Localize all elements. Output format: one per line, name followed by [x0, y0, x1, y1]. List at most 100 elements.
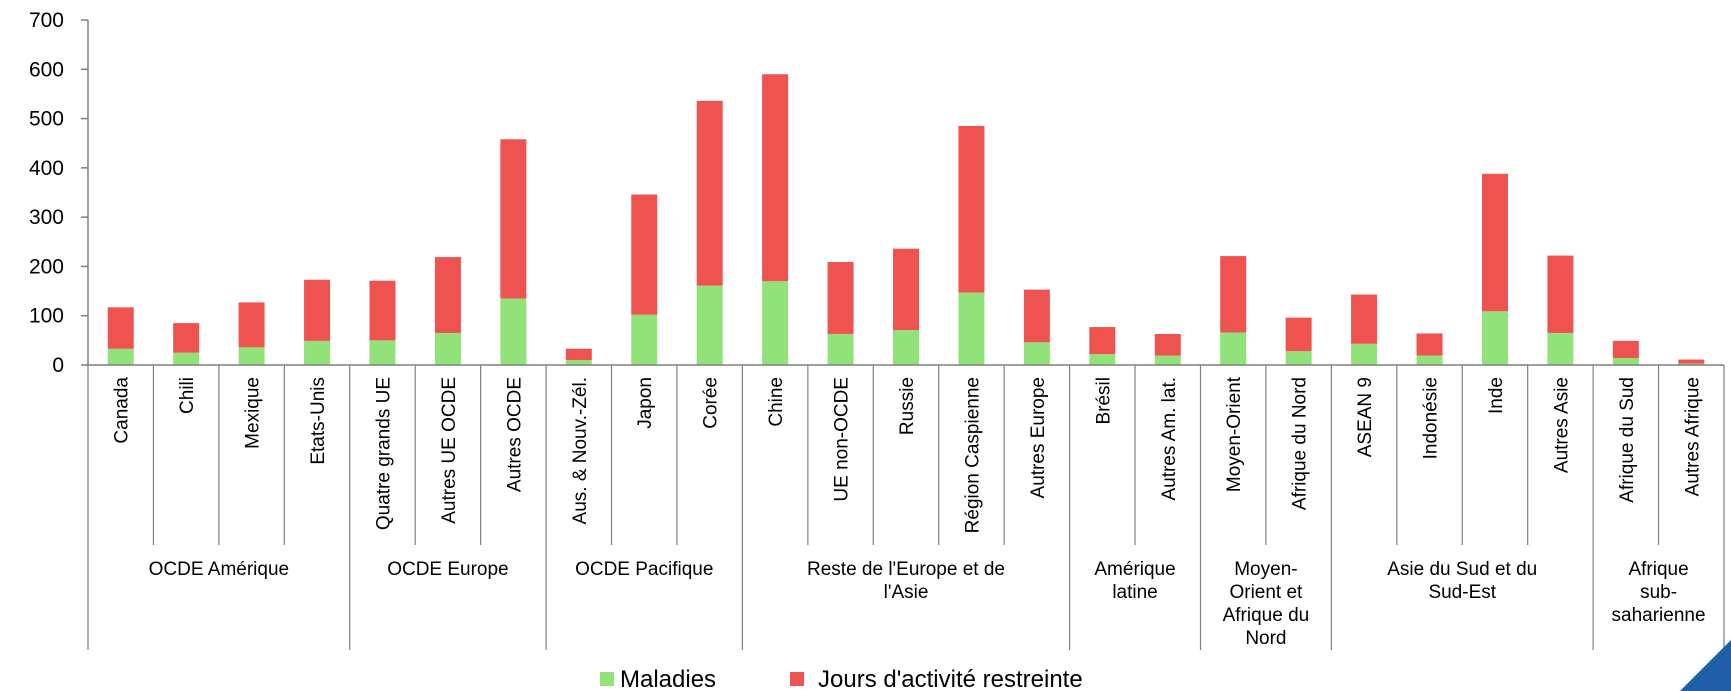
- bar-maladies-19: [1351, 343, 1378, 365]
- bar-jours-5: [434, 257, 461, 333]
- group-label: OCDE Europe: [387, 559, 508, 580]
- category-label: Mexique: [243, 377, 264, 449]
- group-label: Afrique sub-saharienne: [1612, 559, 1706, 626]
- bar-maladies-5: [434, 332, 461, 365]
- bar-maladies-21: [1481, 311, 1508, 365]
- bar-maladies-23: [1612, 358, 1639, 365]
- category-label: Aus. & Nouv.-Zél.: [570, 377, 591, 524]
- bar-jours-22: [1547, 255, 1574, 333]
- category-label: Autres UE OCDE: [439, 377, 460, 524]
- bar-maladies-10: [762, 281, 789, 365]
- bar-jours-15: [1089, 327, 1116, 355]
- category-label: Région Caspienne: [962, 377, 983, 533]
- category-label: Quatre grands UE: [373, 377, 394, 530]
- bars: [107, 74, 1705, 365]
- category-label: Indonésie: [1421, 377, 1442, 459]
- group-label: Moyen-Orient et Afrique du Nord: [1223, 559, 1310, 649]
- category-label: Etats-Unis: [308, 377, 329, 465]
- bar-maladies-4: [369, 340, 396, 365]
- y-tick-label: 200: [29, 255, 64, 278]
- category-label: Autres OCDE: [504, 377, 525, 492]
- bar-jours-4: [369, 280, 396, 341]
- legend-label-jours: Jours d'activité restreinte: [818, 666, 1083, 691]
- bar-jours-9: [696, 100, 723, 286]
- y-tick-label: 0: [52, 354, 64, 377]
- bar-jours-13: [958, 125, 985, 293]
- bar-maladies-0: [107, 348, 134, 365]
- category-label: Chili: [177, 377, 198, 414]
- category-label: Corée: [701, 377, 722, 429]
- x-axis: Canada Chili Mexique Etats-Unis Quatre grand…: [87, 364, 1725, 650]
- corner-accent-shape: [1680, 640, 1731, 691]
- bar-jours-2: [238, 302, 265, 348]
- bar-jours-17: [1220, 256, 1247, 333]
- bar-maladies-13: [958, 292, 985, 365]
- category-label: Afrique du Sud: [1617, 377, 1638, 503]
- category-label: Canada: [112, 377, 133, 444]
- bar-jours-8: [631, 194, 658, 315]
- bar-maladies-17: [1220, 332, 1247, 365]
- y-tick-label: 300: [29, 206, 64, 229]
- bar-maladies-8: [631, 314, 658, 365]
- category-label: Brésil: [1093, 377, 1114, 425]
- category-label: UE non-OCDE: [832, 377, 853, 502]
- category-label: Autres Asie: [1551, 377, 1572, 473]
- y-axis: 0 100 200 300 400 500 600 700: [29, 9, 89, 377]
- bar-jours-6: [500, 139, 527, 299]
- group-label: OCDE Amérique: [149, 559, 289, 580]
- legend: Maladies Jours d'activité restreinte: [600, 666, 1083, 691]
- legend-label-maladies: Maladies: [620, 666, 716, 691]
- category-label: Moyen-Orient: [1224, 376, 1245, 492]
- category-label: ASEAN 9: [1355, 377, 1376, 457]
- bar-maladies-14: [1023, 342, 1050, 365]
- bar-jours-10: [762, 74, 789, 282]
- bar-maladies-18: [1285, 351, 1312, 365]
- category-label: Afrique du Nord: [1290, 377, 1311, 510]
- category-label: Autres Am. lat.: [1159, 377, 1180, 501]
- group-label: OCDE Pacifique: [575, 559, 713, 580]
- group-label: Reste de l'Europe et de l'Asie: [807, 559, 1005, 603]
- category-label: Autres Afrique: [1682, 377, 1703, 496]
- bar-maladies-11: [827, 333, 854, 365]
- bar-maladies-12: [893, 330, 919, 365]
- bar-maladies-2: [238, 347, 265, 365]
- y-tick-label: 100: [29, 305, 64, 328]
- bar-jours-3: [304, 279, 331, 341]
- bar-jours-14: [1023, 289, 1050, 343]
- bar-jours-12: [893, 248, 919, 331]
- bar-maladies-9: [696, 285, 723, 365]
- y-tick-label: 600: [29, 58, 64, 81]
- bar-jours-16: [1154, 333, 1181, 356]
- bar-jours-1: [173, 323, 200, 353]
- category-label: Inde: [1486, 377, 1507, 414]
- bar-jours-21: [1481, 173, 1508, 312]
- bar-jours-19: [1351, 294, 1378, 344]
- bar-maladies-15: [1089, 354, 1116, 365]
- bar-jours-18: [1285, 317, 1312, 352]
- bar-jours-24: [1678, 359, 1705, 364]
- y-tick-label: 500: [29, 108, 64, 131]
- legend-swatch-jours: [790, 672, 804, 686]
- bar-maladies-6: [500, 298, 527, 365]
- category-label: Russie: [897, 377, 918, 435]
- group-label: Asie du Sud et du Sud-Est: [1387, 559, 1537, 603]
- y-tick-label: 400: [29, 157, 64, 180]
- bar-maladies-22: [1547, 332, 1574, 365]
- category-label: Chine: [766, 377, 787, 427]
- bar-maladies-7: [565, 360, 592, 365]
- bar-jours-0: [107, 307, 134, 349]
- bar-maladies-3: [304, 340, 331, 365]
- bar-jours-7: [565, 348, 592, 361]
- bar-jours-20: [1416, 333, 1443, 356]
- bar-maladies-16: [1154, 355, 1181, 365]
- group-label: Amérique latine: [1094, 559, 1175, 603]
- legend-swatch-maladies: [600, 672, 614, 686]
- category-label: Autres Europe: [1028, 377, 1049, 498]
- bar-jours-23: [1612, 340, 1639, 359]
- category-label: Japon: [635, 377, 656, 429]
- bar-jours-11: [827, 261, 854, 334]
- bar-maladies-1: [173, 352, 200, 365]
- bar-maladies-20: [1416, 355, 1443, 365]
- y-tick-label: 700: [29, 9, 64, 32]
